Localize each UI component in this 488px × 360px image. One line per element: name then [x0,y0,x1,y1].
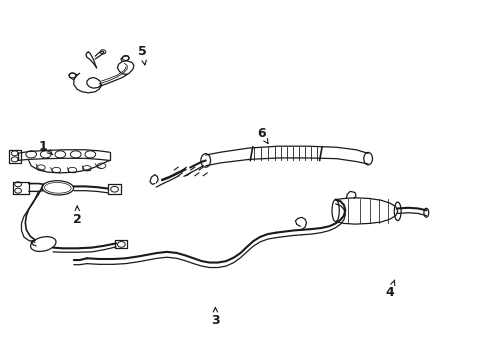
Text: 2: 2 [73,206,81,226]
Text: 1: 1 [39,140,52,155]
Text: 5: 5 [138,45,147,65]
Text: 6: 6 [257,127,267,144]
Text: 4: 4 [385,280,394,298]
Text: 3: 3 [211,307,219,327]
